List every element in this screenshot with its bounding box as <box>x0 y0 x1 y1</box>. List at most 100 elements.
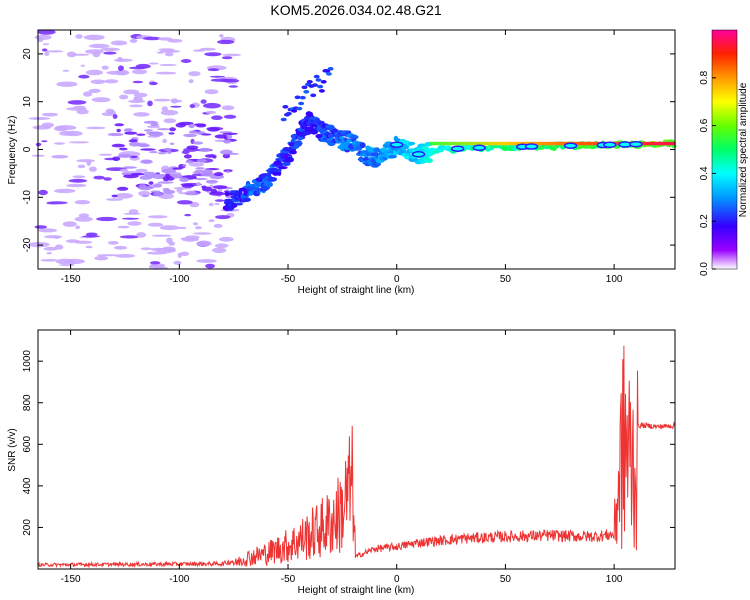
spectrogram-trace-cell <box>236 190 243 196</box>
colorbar-tick-label: 0.6 <box>699 118 710 132</box>
spectrogram-trace-cell <box>408 157 419 163</box>
spectrogram-noise-blob <box>37 228 58 233</box>
spectrogram-noise-blob <box>199 147 212 152</box>
spectrogram-noise-blob <box>213 223 223 228</box>
spectrogram-noise-blob <box>40 259 59 262</box>
spectrogram-noise-blob <box>68 178 88 183</box>
spectrogram-noise-blob <box>222 153 231 159</box>
spectrogram-peak <box>450 145 465 152</box>
spectrogram-noise-blob <box>155 71 177 75</box>
y-tick-label: 20 <box>22 48 33 60</box>
snr-x-ticks: -150 -100 -50 0 50 100 <box>61 330 623 585</box>
spectrogram-noise-blob <box>182 164 187 167</box>
spectrogram-noise-blob <box>204 154 216 158</box>
spectrogram-carrier-line <box>429 141 676 146</box>
spectrogram-noise-blob <box>143 129 153 132</box>
spectrogram-noise-blob <box>180 251 190 256</box>
spectrogram-noise-blob <box>96 216 118 222</box>
spectrogram-noise-blob <box>170 142 175 145</box>
x-tick-label: -50 <box>281 574 296 585</box>
spectrogram-noise-blob <box>94 256 109 261</box>
colorbar-tick-label: 0.0 <box>699 262 710 276</box>
spectrogram-noise-blob <box>111 143 126 148</box>
spectrogram-trace-cell <box>325 72 332 76</box>
spectrogram-noise-blob <box>185 160 194 164</box>
spectrogram-noise-blob <box>208 219 215 223</box>
y-tick-label: 10 <box>22 96 33 108</box>
spectrogram-noise-blob <box>200 99 207 104</box>
spectrogram-noise-blob <box>143 120 159 124</box>
x-tick-label: 100 <box>606 574 623 585</box>
x-tick-label: -150 <box>61 574 81 585</box>
spectrogram-y-label: Frequency (Hz) <box>7 116 18 185</box>
spectrogram-noise-blob <box>223 139 232 144</box>
spectrogram-noise-blob <box>188 79 194 84</box>
spectrogram-noise-blob <box>165 173 171 178</box>
spectrogram-noise-blob <box>195 167 205 170</box>
spectrogram-trace-cell <box>281 161 291 166</box>
spectrogram-noise-blob <box>128 66 146 70</box>
spectrogram-noise-blob <box>71 53 90 56</box>
spectrogram-noise-blob <box>147 215 168 219</box>
spectrogram-noise-blob <box>205 110 216 114</box>
spectrogram-trace-cell <box>277 168 282 173</box>
spectrogram-noise-blob <box>44 51 50 56</box>
spectrogram-noise-blob <box>138 184 147 189</box>
spectrogram-noise-blob <box>86 160 92 167</box>
spectrogram-trace-cell <box>280 117 287 122</box>
spectrogram-noise-blob <box>186 145 199 150</box>
spectrogram-noise-blob <box>142 171 156 177</box>
spectrogram-noise-blob <box>150 190 161 193</box>
spectrogram-noise-blob <box>88 88 101 93</box>
spectrogram-noise-blob <box>46 50 64 53</box>
spectrogram-noise-blob <box>176 188 183 193</box>
spectrogram-noise-blob <box>62 221 77 227</box>
spectrogram-noise-blob <box>177 226 187 230</box>
figure-title: KOM5.2026.034.02.48.G21 <box>270 2 441 18</box>
spectrogram-peak <box>629 140 643 148</box>
spectrogram-noise-blob <box>38 189 48 196</box>
y-tick-label: 600 <box>22 436 33 453</box>
spectrogram-trace-cell <box>373 147 381 154</box>
spectrogram-noise-blob <box>194 177 208 181</box>
spectrogram-noise-blob <box>172 167 183 170</box>
spectrogram-noise-blob <box>170 105 182 108</box>
spectrogram-noise-blob <box>138 190 151 197</box>
spectrogram-noise-blob <box>124 131 138 135</box>
spectrogram-noise-blob <box>189 104 195 109</box>
spectrogram-noise-blob <box>117 154 132 158</box>
spectrogram-noise-blob <box>46 252 52 255</box>
spectrogram-noise-blob <box>146 251 168 255</box>
spectrogram-noise-blob <box>131 172 145 176</box>
spectrogram-noise-blob <box>119 168 129 172</box>
spectrogram-noise-blob <box>85 126 106 130</box>
spectrogram-noise-blob <box>132 69 148 75</box>
spectrogram-noise-blob <box>195 123 207 128</box>
spectrogram-noise-blob <box>196 182 201 186</box>
spectrogram-noise-blob <box>123 89 140 95</box>
spectrogram-peak <box>411 151 426 158</box>
spectrogram-trace <box>222 67 677 211</box>
spectrogram-noise-blob <box>181 183 195 188</box>
spectrogram-noise-blob <box>159 49 181 53</box>
spectrogram-trace-cell <box>313 74 320 79</box>
spectrogram-trace-cell <box>367 147 376 153</box>
spectrogram-noise-blob <box>129 142 141 147</box>
spectrogram-noise-blob <box>133 92 148 98</box>
colorbar: 0.0 0.2 0.4 0.6 0.8 Normalized spectral ampl… <box>699 29 749 276</box>
spectrogram-noise-blob <box>167 39 183 43</box>
spectrogram-noise-blob <box>183 133 198 138</box>
spectrogram-noise-blob <box>168 241 176 246</box>
spectrogram-trace-cell <box>303 90 310 94</box>
spectrogram-noise-blob <box>207 127 220 132</box>
colorbar-ticks: 0.0 0.2 0.4 0.6 0.8 <box>699 70 716 276</box>
spectrogram-noise-blob <box>213 172 224 176</box>
spectrogram-noise-blob <box>121 172 135 175</box>
colorbar-label: Normalized spectral amplitude <box>738 82 749 217</box>
spectrogram-noise-blob <box>110 40 128 46</box>
spectrogram-noise-blob <box>129 155 138 158</box>
spectrogram-trace-cell <box>294 95 301 100</box>
y-tick-label: -20 <box>22 237 33 252</box>
spectrogram-noise-blob <box>83 34 105 41</box>
spectrogram-noise-blob <box>133 112 150 117</box>
